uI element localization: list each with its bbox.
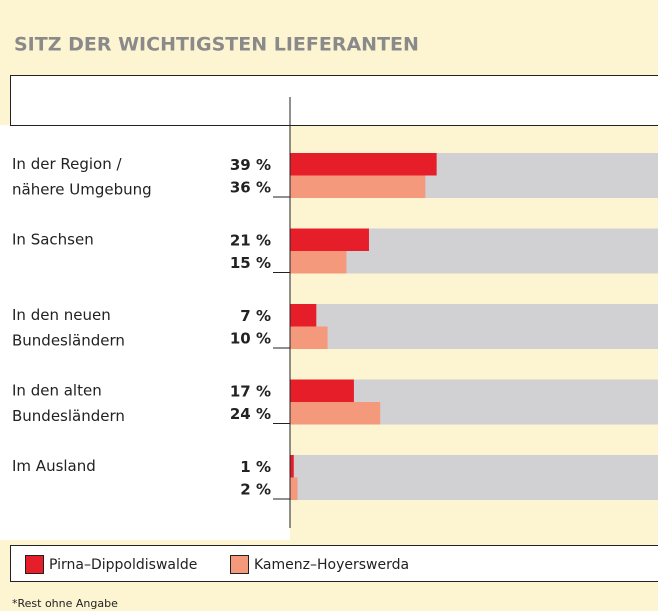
header-box xyxy=(10,75,658,126)
category-label: In Sachsen xyxy=(12,230,94,248)
bar xyxy=(290,379,354,402)
value-label: 1 % xyxy=(240,458,271,476)
bar xyxy=(290,477,298,500)
bar-background xyxy=(290,455,658,500)
chart-title: SITZ DER WICHTIGSTEN LIEFERANTEN xyxy=(14,34,419,56)
bar xyxy=(290,251,347,274)
value-label: 15 % xyxy=(230,254,271,272)
bar xyxy=(290,228,369,251)
category-label: In den alten xyxy=(12,381,102,399)
category-label: Bundesländern xyxy=(12,331,125,349)
bar xyxy=(290,304,317,327)
legend-swatch xyxy=(230,555,249,574)
bar xyxy=(290,402,381,425)
label-panel xyxy=(0,125,290,540)
legend-swatch xyxy=(25,555,44,574)
value-label: 39 % xyxy=(230,156,271,174)
legend-box xyxy=(10,545,658,582)
value-label: 21 % xyxy=(230,231,271,249)
legend-label: Kamenz–Hoyerswerda xyxy=(254,557,409,573)
category-label: Im Ausland xyxy=(12,457,96,475)
bar xyxy=(290,455,294,478)
value-label: 10 % xyxy=(230,329,271,347)
bar-background xyxy=(290,304,658,349)
value-label: 7 % xyxy=(240,307,271,325)
value-label: 24 % xyxy=(230,405,271,423)
category-label: In der Region / xyxy=(12,155,123,173)
bar xyxy=(290,153,437,176)
value-label: 36 % xyxy=(230,178,271,196)
legend-label: Pirna–Dippoldiswalde xyxy=(49,557,197,573)
value-label: 2 % xyxy=(240,480,271,498)
bar xyxy=(290,175,426,198)
category-label: Bundesländern xyxy=(12,407,125,425)
bar xyxy=(290,326,328,349)
category-label: nähere Umgebung xyxy=(12,180,152,198)
category-label: In den neuen xyxy=(12,306,111,324)
footnote: *Rest ohne Angabe xyxy=(12,597,118,610)
value-label: 17 % xyxy=(230,382,271,400)
